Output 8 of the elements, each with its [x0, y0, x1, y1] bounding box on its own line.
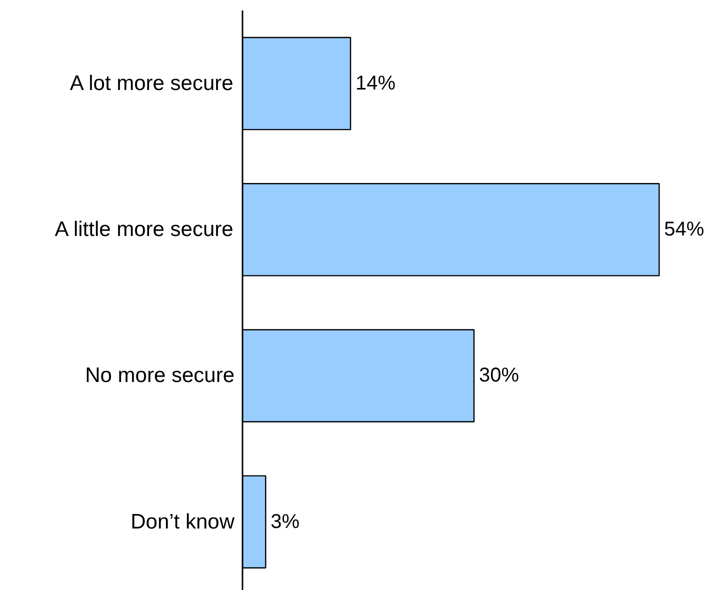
data-label: 14% — [356, 72, 396, 95]
y-tick-label: No more secure — [85, 364, 234, 388]
data-label: 3% — [270, 510, 300, 533]
y-tick-label: A lot more secure — [70, 72, 234, 96]
y-tick-label: Don’t know — [130, 510, 236, 534]
y-tick-label: A little more secure — [54, 218, 234, 242]
data-label: 30% — [478, 364, 520, 387]
data-label: 54% — [664, 218, 704, 241]
